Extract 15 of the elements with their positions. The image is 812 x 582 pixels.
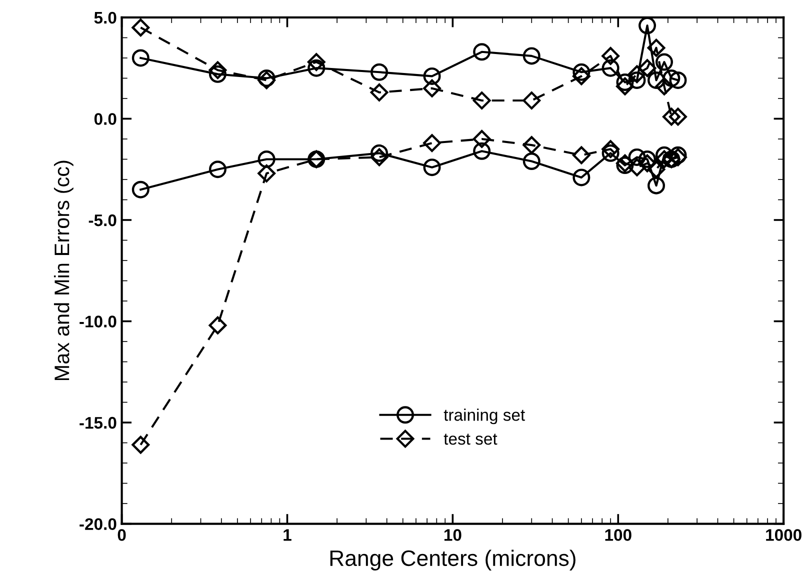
x-tick-label: 1 <box>284 529 292 541</box>
x-tick-label: 0 <box>118 529 126 541</box>
y-tick-label: 0.0 <box>94 113 116 125</box>
y-axis-title: Max and Min Errors (cc) <box>54 160 74 380</box>
x-axis-title: Range Centers (microns) <box>330 550 576 570</box>
y-tick-label: -20.0 <box>80 518 116 530</box>
y-tick-label: 5.0 <box>94 12 116 24</box>
y-tick-label: -5.0 <box>88 214 116 226</box>
legend-label: test set <box>444 434 498 445</box>
legend-label: training set <box>444 408 525 424</box>
y-tick-label: -10.0 <box>80 316 116 328</box>
x-tick-label: 100 <box>605 529 632 541</box>
x-tick-label: 1000 <box>766 529 802 541</box>
x-tick-label: 10 <box>444 529 462 541</box>
y-tick-label: -15.0 <box>80 416 116 429</box>
